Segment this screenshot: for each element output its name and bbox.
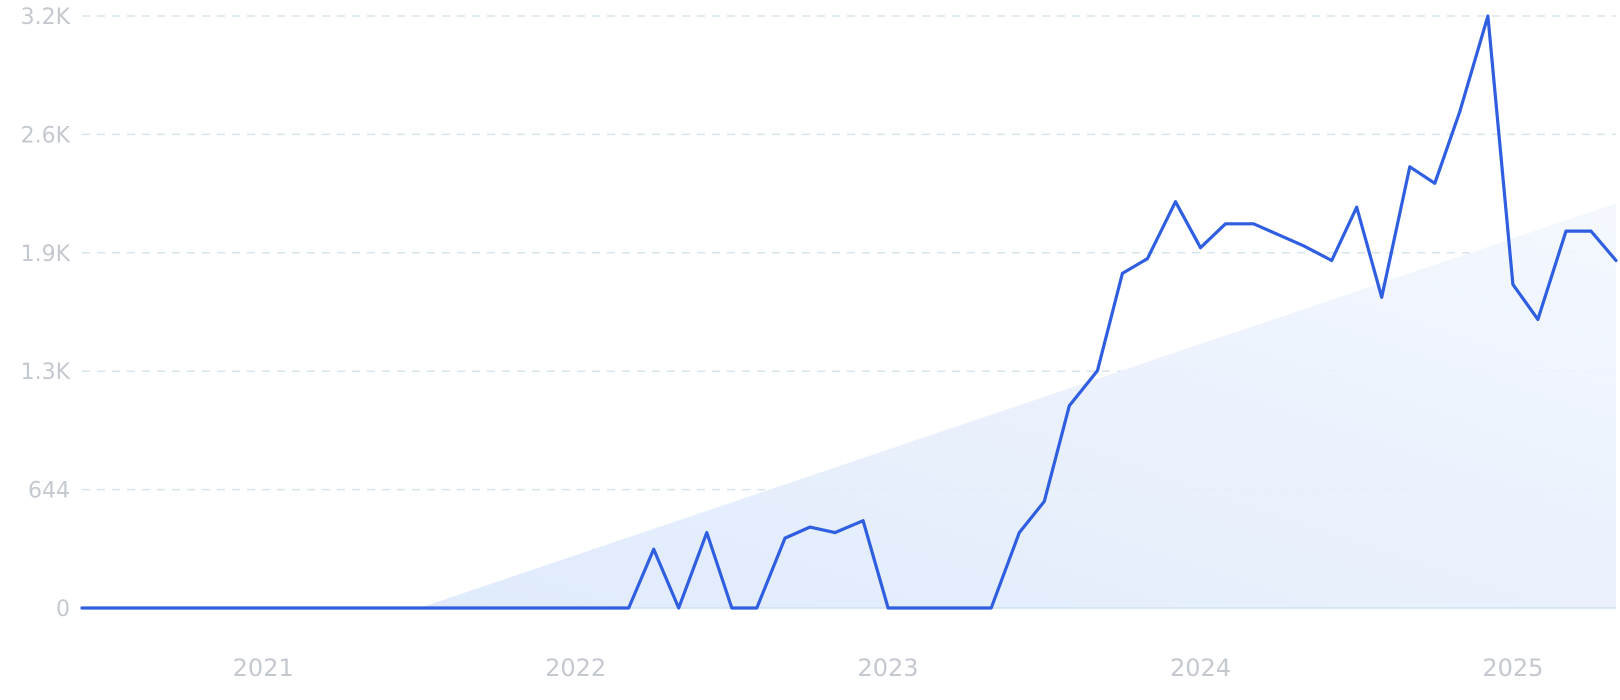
x-tick-label: 2022 (545, 654, 606, 682)
y-tick-label: 0 (56, 597, 70, 622)
y-tick-label: 2.6K (21, 123, 71, 148)
y-tick-label: 644 (28, 479, 70, 504)
y-tick-label: 1.3K (21, 360, 71, 385)
y-tick-label: 3.2K (21, 5, 71, 30)
trend-area (419, 203, 1617, 608)
y-axis-labels: 0 644 1.3K 1.9K 2.6K 3.2K (21, 5, 71, 622)
x-axis-labels: 2021 2022 2023 2024 2025 (233, 654, 1544, 682)
series-line (80, 14, 1618, 610)
y-tick-label: 1.9K (21, 242, 71, 267)
x-tick-label: 2025 (1482, 654, 1543, 682)
x-tick-label: 2023 (858, 654, 919, 682)
x-tick-label: 2024 (1170, 654, 1231, 682)
x-tick-label: 2021 (233, 654, 294, 682)
